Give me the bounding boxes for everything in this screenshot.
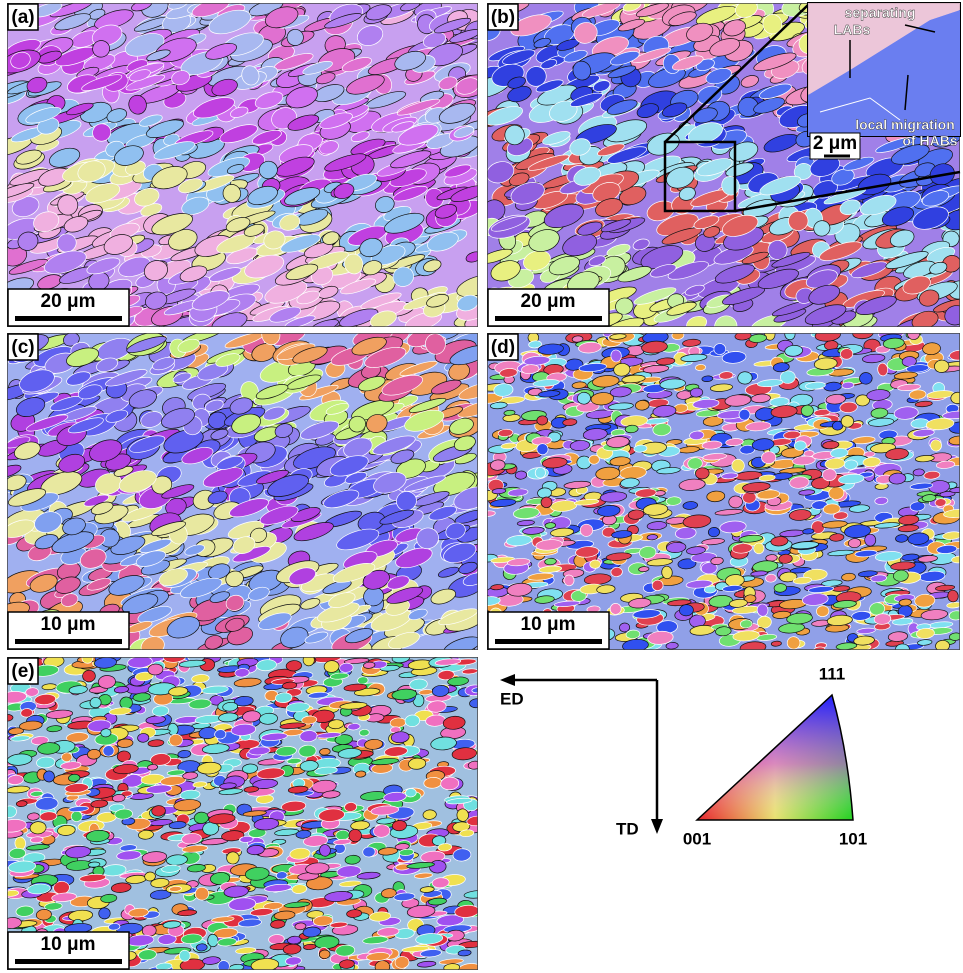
annotation: local migration [855,117,955,133]
scale-bar: 10 μm [8,932,129,969]
scale-text: 10 μm [41,934,96,955]
arrow-head [651,819,663,834]
grain [638,566,649,572]
ipf-label: 001 [683,829,711,848]
scale-bar: 10 μm [8,612,129,649]
scale-line [15,959,122,964]
ipf-label: 101 [839,829,867,848]
scale-bar: 20 μm [8,289,129,326]
label-text: (c) [11,337,34,358]
arrow-head [500,674,515,686]
scale-bar: 10 μm [488,612,609,649]
panel-label: (c) [8,334,38,360]
panel-label: (b) [488,4,518,30]
grain [545,522,556,529]
annotation: of HABs [902,133,957,149]
grain [702,375,714,382]
scale-line [495,316,602,321]
label-text: (e) [11,661,34,682]
panel-label: (e) [8,658,38,684]
map-panel [475,327,963,656]
scale-bar: 20 μm [488,289,609,326]
grain [695,364,706,371]
grain [16,800,27,807]
grain [147,764,158,770]
label-text: (d) [491,337,515,358]
scale-text: 20 μm [41,291,96,312]
grain [647,534,658,540]
scale-text: 20 μm [521,291,576,312]
figure: (a) 20 μm (b) 20 μm (c) 10 μm (d) 10 μm (e) 10 μm… [0,0,963,973]
axis-label: TD [616,819,639,838]
label-text: (a) [11,7,34,28]
scale-text: 10 μm [41,614,96,635]
annotation: LABs [834,22,871,38]
scale-text: 10 μm [521,614,576,635]
scale-line [15,639,122,644]
panel-label: (d) [488,334,518,360]
axis-label: ED [500,689,524,708]
scale-line [15,316,122,321]
grain [771,641,782,647]
inset-scale-text: 2 μm [813,133,857,154]
ipf-label: 111 [819,664,846,683]
panel-label: (a) [8,4,38,30]
map-panel [0,651,491,973]
ipf-triangle [697,695,853,820]
annotation: separating [845,5,916,21]
label-text: (b) [491,7,515,28]
scale-line [495,639,602,644]
